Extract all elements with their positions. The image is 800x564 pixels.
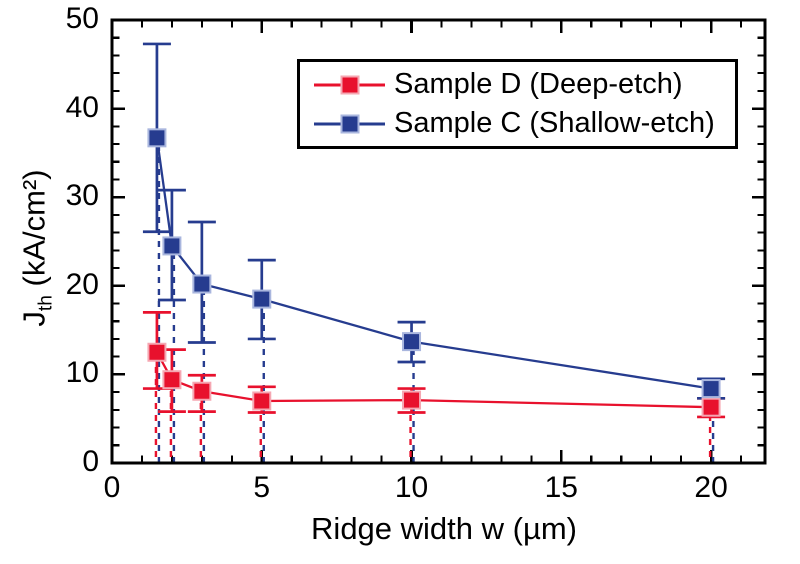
marker-sample-c-w5 (252, 289, 272, 309)
legend-entry-sample-d: Sample D (Deep-etch) (314, 65, 735, 104)
series-lines (155, 137, 712, 409)
marker-sample-c-w2 (162, 236, 182, 256)
marker-sample-c-w10 (402, 332, 422, 352)
drop-lines (154, 137, 715, 463)
x-tick-label-5: 5 (253, 471, 271, 504)
y-tick-label-10: 10 (65, 356, 99, 390)
x-tick-label-0: 0 (103, 471, 121, 504)
y-axis-title-symbol: J (16, 311, 52, 327)
marker-sample-c-w20 (701, 379, 721, 399)
x-tick-label-20: 20 (694, 471, 728, 504)
plot-frame (110, 18, 767, 465)
series-line-sample-d (155, 351, 712, 409)
y-tick-label-20: 20 (65, 267, 99, 301)
data-markers (147, 128, 721, 417)
legend: Sample D (Deep-etch) Sample C (Shallow-e… (297, 59, 738, 149)
marker-sample-d-w10 (402, 390, 422, 410)
x-tick-label-10: 10 (394, 471, 429, 504)
series-line-sample-c (155, 137, 712, 390)
y-tick-label-30: 30 (65, 179, 99, 213)
legend-marker-sample-c (314, 113, 385, 135)
legend-square-sample-c (340, 114, 359, 133)
marker-sample-c-w3 (192, 274, 212, 294)
marker-sample-c-w1.5 (147, 128, 167, 148)
x-tick-label-15: 15 (544, 471, 578, 504)
legend-entry-sample-c: Sample C (Shallow-etch) (314, 104, 735, 143)
x-axis-title: Ridge width w (µm) (311, 511, 577, 546)
legend-label-sample-d: Sample D (Deep-etch) (394, 68, 683, 100)
legend-label-sample-c: Sample C (Shallow-etch) (394, 107, 715, 139)
marker-sample-d-w2 (162, 370, 182, 390)
marker-sample-d-w5 (252, 391, 272, 411)
y-tick-label-40: 40 (65, 90, 99, 124)
marker-sample-d-w3 (192, 381, 212, 401)
y-tick-label-0: 0 (82, 445, 99, 479)
legend-marker-sample-d (314, 74, 385, 96)
y-tick-label-50: 50 (65, 2, 99, 36)
legend-square-sample-d (340, 75, 359, 94)
marker-sample-d-w1.5 (147, 342, 167, 362)
marker-sample-d-w20 (701, 397, 721, 417)
